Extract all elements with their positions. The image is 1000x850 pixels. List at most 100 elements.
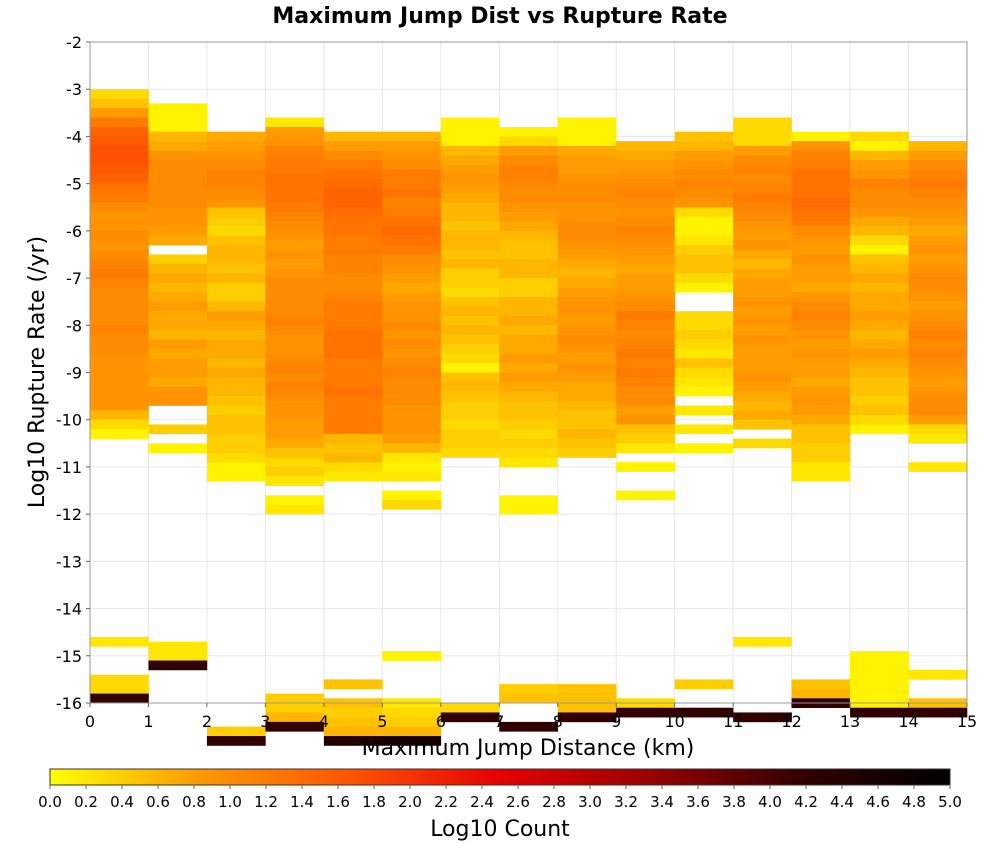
- heatmap-cell: [265, 164, 325, 175]
- heatmap-cell: [499, 315, 559, 326]
- heatmap-cell: [323, 386, 383, 397]
- heatmap-cell: [148, 273, 208, 284]
- heatmap-cell: [148, 396, 208, 406]
- heatmap-cell: [148, 443, 208, 454]
- colorbar-tick-label: 0.4: [110, 793, 134, 811]
- heatmap-cell: [791, 169, 851, 180]
- heatmap-cell: [499, 684, 559, 694]
- heatmap-cell: [206, 292, 266, 302]
- heatmap-cell: [265, 287, 325, 298]
- heatmap-cell: [557, 278, 617, 288]
- heatmap-cell: [206, 197, 266, 208]
- heatmap-cell: [850, 367, 909, 378]
- heatmap-cell: [499, 721, 559, 732]
- heatmap-cell: [674, 443, 734, 454]
- x-tick-label: 11: [723, 712, 743, 731]
- heatmap-cell: [791, 188, 851, 199]
- heatmap-cell: [499, 429, 559, 439]
- heatmap-cell: [791, 339, 851, 350]
- heatmap-cell: [499, 353, 559, 364]
- heatmap-cell: [265, 211, 325, 222]
- heatmap-cell: [148, 348, 208, 359]
- heatmap-cell: [674, 207, 734, 217]
- heatmap-cell: [733, 145, 792, 156]
- heatmap-cell: [908, 669, 968, 680]
- colorbar-tick-label: 0.8: [182, 793, 206, 811]
- heatmap-cell: [674, 263, 734, 274]
- heatmap-cell: [440, 315, 500, 326]
- heatmap-cell: [850, 405, 909, 416]
- heatmap-cell: [674, 311, 734, 321]
- heatmap-cell: [382, 405, 442, 416]
- heatmap-cell: [323, 462, 383, 472]
- heatmap-cell: [791, 311, 851, 321]
- heatmap-cell: [148, 235, 208, 246]
- heatmap-cell: [323, 263, 383, 274]
- heatmap-cell: [499, 438, 559, 449]
- heatmap-cell: [206, 263, 266, 274]
- heatmap-cell: [265, 240, 325, 251]
- heatmap-cell: [265, 438, 325, 449]
- heatmap-cell: [382, 178, 442, 189]
- heatmap-cell: [323, 216, 383, 227]
- heatmap-cell: [557, 174, 617, 184]
- heatmap-cell: [382, 254, 442, 265]
- heatmap-cell: [90, 117, 149, 128]
- heatmap-cell: [557, 315, 617, 326]
- heatmap-cell: [557, 381, 617, 392]
- heatmap-cell: [148, 254, 208, 265]
- heatmap-cell: [733, 249, 792, 260]
- heatmap-cell: [674, 330, 734, 340]
- heatmap-cell: [733, 636, 792, 647]
- heatmap-cell: [323, 736, 383, 746]
- heatmap-cell: [499, 211, 559, 222]
- heatmap-cell: [148, 150, 208, 161]
- heatmap-cell: [265, 448, 325, 458]
- heatmap-cell: [90, 145, 149, 156]
- heatmap-cell: [206, 311, 266, 321]
- heatmap-cell: [733, 155, 792, 166]
- heatmap-cell: [674, 679, 734, 690]
- heatmap-cell: [382, 717, 442, 727]
- heatmap-cell: [148, 311, 208, 321]
- heatmap-cell: [323, 245, 383, 255]
- heatmap-cell: [850, 131, 909, 142]
- heatmap-cell: [908, 348, 968, 359]
- heatmap-cell: [148, 386, 208, 397]
- heatmap-cell: [148, 226, 208, 236]
- heatmap-cell: [616, 273, 675, 284]
- heatmap-cell: [791, 282, 851, 293]
- heatmap-cell: [440, 344, 500, 354]
- heatmap-cell: [616, 292, 675, 302]
- heatmap-cell: [557, 183, 617, 194]
- heatmap-cell: [206, 235, 266, 246]
- y-tick-label: -3: [66, 80, 82, 99]
- y-tick-label: -8: [66, 316, 82, 335]
- heatmap-cell: [733, 391, 792, 402]
- heatmap-cell: [440, 363, 500, 373]
- heatmap-cell: [323, 339, 383, 350]
- y-tick-label: -10: [56, 411, 82, 430]
- heatmap-cell: [440, 448, 500, 458]
- heatmap-cell: [265, 193, 325, 203]
- heatmap-cell: [850, 660, 909, 671]
- heatmap-cell: [733, 315, 792, 326]
- heatmap-cell: [265, 457, 325, 468]
- heatmap-cell: [206, 141, 266, 151]
- y-axis: -2 -3 -4 -5 -6 -7 -8 -9 -10 -11 -12 -13 -14 -15 -16: [56, 33, 90, 713]
- heatmap-cell: [440, 400, 500, 411]
- heatmap-cell: [908, 339, 968, 350]
- heatmap-cell: [148, 367, 208, 378]
- heatmap-cell: [616, 226, 675, 236]
- heatmap-cell: [557, 325, 617, 336]
- heatmap-cell: [382, 131, 442, 142]
- heatmap-cell: [674, 245, 734, 255]
- heatmap-cell: [850, 301, 909, 312]
- heatmap-cell: [791, 462, 851, 472]
- heatmap-cell: [791, 443, 851, 454]
- heatmap-cell: [265, 372, 325, 383]
- heatmap-cell: [90, 363, 149, 373]
- heatmap-cell: [557, 353, 617, 364]
- heatmap-cell: [616, 245, 675, 255]
- heatmap-cell: [616, 405, 675, 416]
